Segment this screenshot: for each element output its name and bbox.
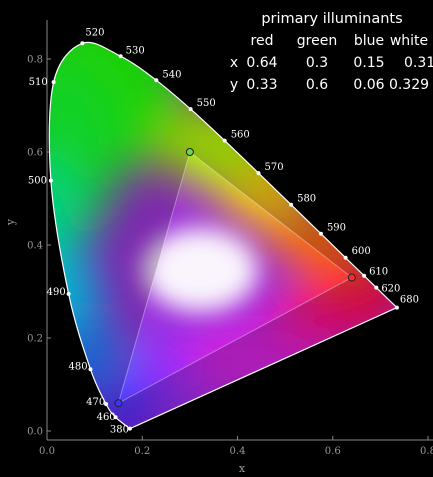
- wavelength-point: [80, 41, 85, 46]
- y-tick-label: 0.8: [27, 55, 43, 66]
- wavelength-label: 520: [85, 27, 104, 38]
- wavelength-point: [113, 415, 118, 420]
- wavelength-label: 460: [97, 412, 116, 423]
- x-axis-title: x: [239, 462, 246, 475]
- wavelength-label: 540: [162, 69, 181, 80]
- column-header-red: red: [251, 33, 274, 49]
- row-label-x: x: [230, 55, 238, 71]
- column-header-green: green: [297, 33, 337, 49]
- wavelength-point: [118, 54, 123, 59]
- primary-blue-point: [114, 399, 123, 408]
- wavelength-label: 600: [352, 246, 371, 257]
- cell-blue-y: 0.06: [353, 77, 384, 93]
- table-title: primary illuminants: [261, 11, 402, 27]
- primary-green-point: [185, 148, 194, 156]
- wavelength-point: [188, 107, 193, 112]
- wavelength-point: [394, 305, 399, 310]
- wavelength-label: 470: [86, 397, 105, 408]
- wavelength-point: [374, 285, 379, 290]
- wavelength-point: [127, 426, 132, 431]
- primary-red-point: [347, 273, 356, 282]
- cell-green-x: 0.3: [306, 55, 328, 71]
- wavelength-label: 490: [47, 287, 66, 298]
- x-tick-label: 0.0: [39, 446, 55, 457]
- wavelength-label: 510: [29, 77, 48, 88]
- y-axis-title: y: [4, 218, 17, 226]
- primary-illuminants-table: primary illuminants red green blue white…: [230, 11, 433, 93]
- wavelength-label: 560: [231, 130, 250, 141]
- wavelength-point: [104, 402, 109, 407]
- cell-white-y: 0.329: [389, 77, 429, 93]
- cell-white-x: 0.3127: [404, 55, 433, 71]
- srgb-gamut-triangle: [117, 151, 353, 405]
- wavelength-point: [48, 178, 53, 183]
- x-tick-label: 0.6: [325, 446, 341, 457]
- wavelength-point: [222, 138, 227, 143]
- wavelength-label: 380: [110, 425, 129, 436]
- wavelength-label: 570: [265, 162, 284, 173]
- wavelength-point: [88, 367, 93, 372]
- wavelength-point: [51, 80, 56, 85]
- x-tick-label: 0.8: [420, 446, 433, 457]
- cell-red-x: 0.64: [246, 55, 277, 71]
- y-tick-label: 0.2: [27, 334, 43, 345]
- cell-green-y: 0.6: [306, 77, 328, 93]
- wavelength-point: [318, 231, 323, 236]
- wavelength-point: [154, 78, 159, 83]
- wavelength-point: [343, 255, 348, 260]
- wavelength-point: [362, 273, 367, 278]
- wavelength-point: [289, 202, 294, 207]
- column-header-blue: blue: [354, 33, 384, 49]
- cell-red-y: 0.33: [246, 77, 277, 93]
- x-tick-label: 0.4: [230, 446, 246, 457]
- wavelength-label: 580: [297, 194, 316, 205]
- wavelength-point: [256, 171, 261, 176]
- wavelength-label: 500: [28, 176, 47, 187]
- axes: 0.0 0.2 0.4 0.6 0.8 0.0 0.2 0.4 0.6 0.8 x y: [4, 20, 433, 475]
- wavelength-label: 680: [400, 295, 419, 306]
- column-header-white: white: [390, 33, 428, 49]
- wavelength-markers: 380 460 470 480 490 500 510 520 530 540 550 560 570 5…: [28, 27, 419, 435]
- y-tick-label: 0.6: [27, 148, 43, 159]
- cell-blue-x: 0.15: [353, 55, 384, 71]
- y-tick-label: 0.4: [27, 241, 43, 252]
- wavelength-point: [66, 291, 71, 296]
- wavelength-label: 590: [327, 223, 346, 234]
- wavelength-label: 530: [126, 45, 145, 56]
- y-tick-label: 0.0: [27, 427, 43, 438]
- wavelength-label: 620: [381, 284, 400, 295]
- x-tick-label: 0.2: [134, 446, 150, 457]
- wavelength-label: 480: [68, 361, 87, 372]
- wavelength-label: 550: [197, 98, 216, 109]
- primary-markers: [114, 148, 356, 408]
- row-label-y: y: [230, 77, 238, 93]
- wavelength-label: 610: [369, 267, 388, 278]
